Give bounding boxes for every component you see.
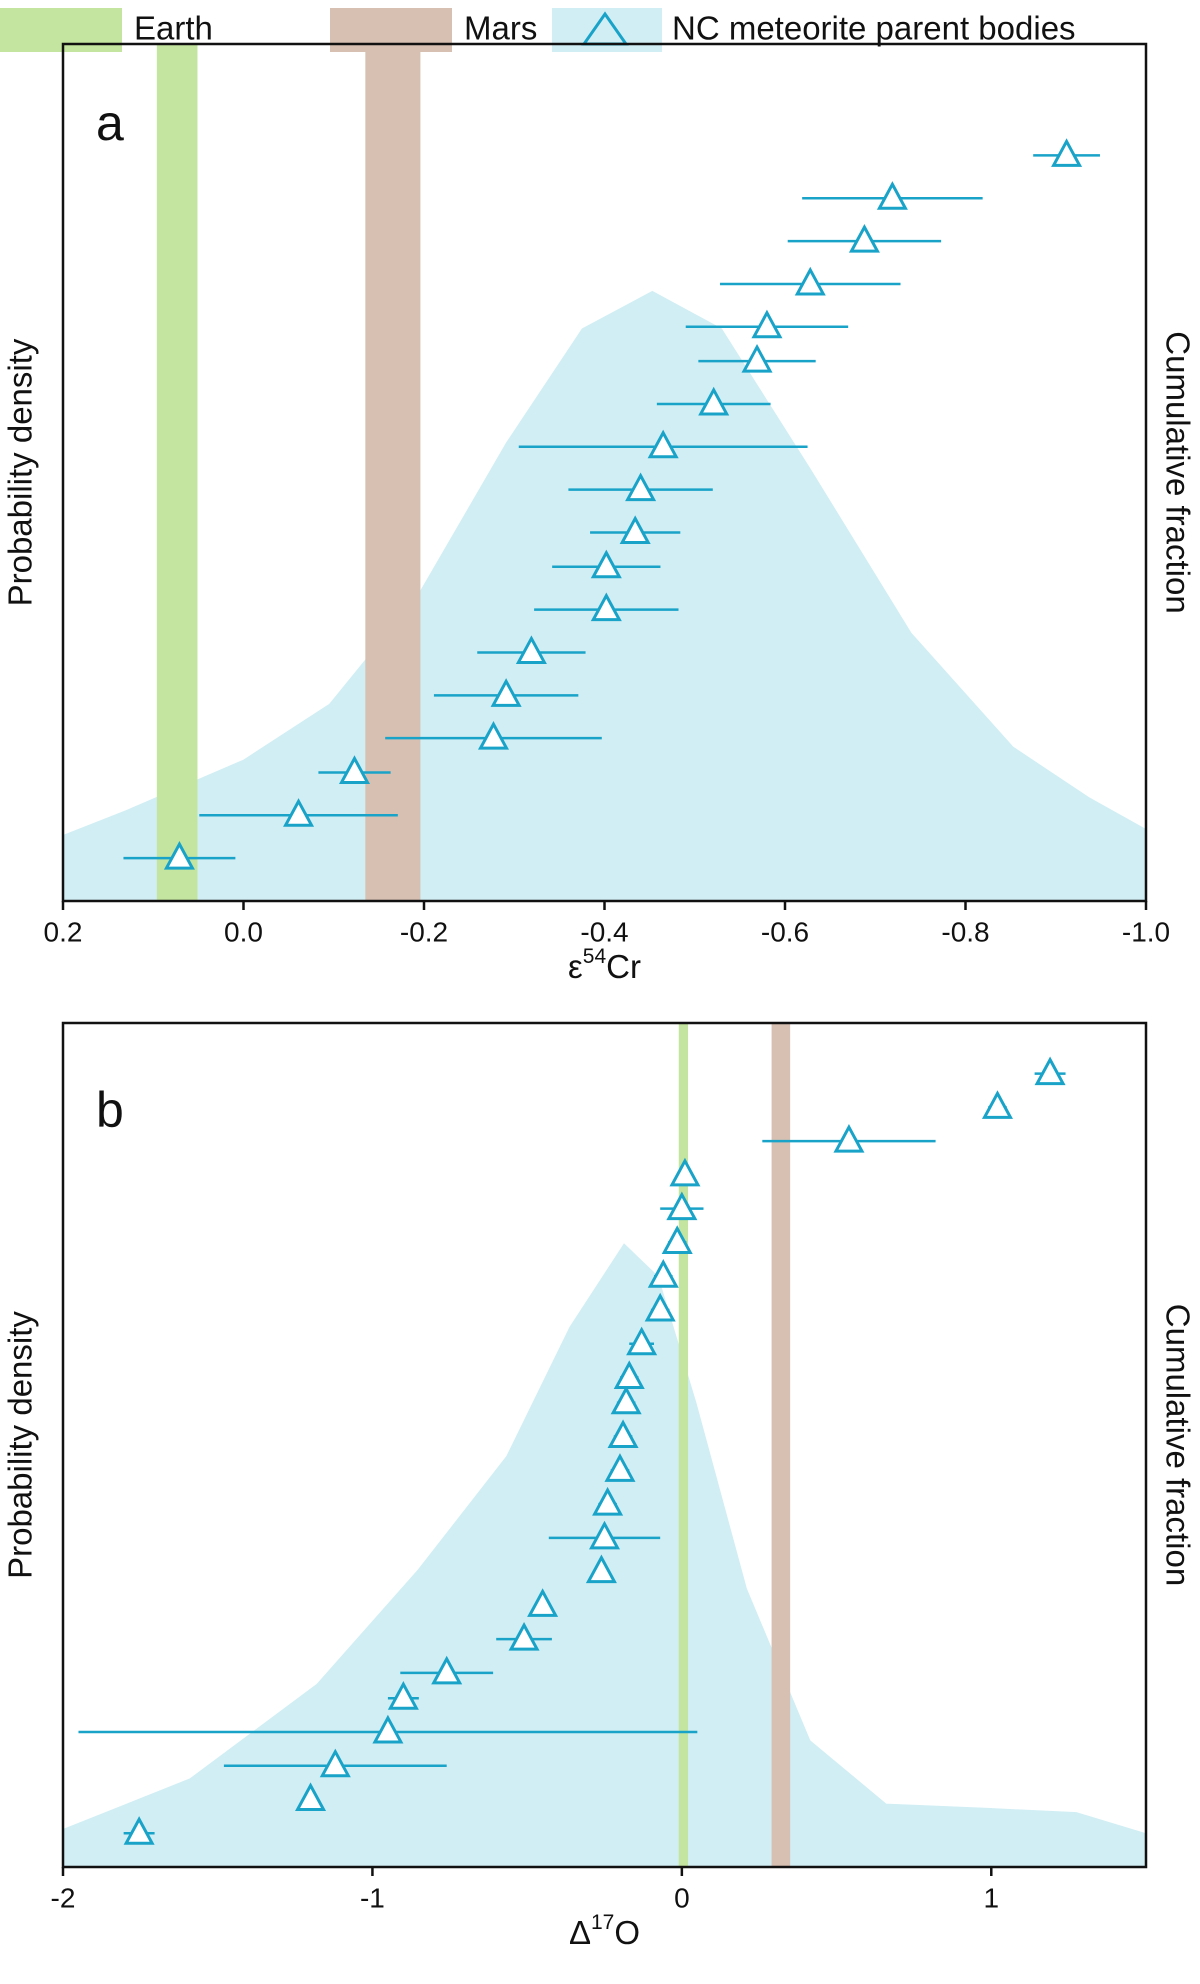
x-axis-label: Δ17O (569, 1911, 640, 1951)
x-axis-label-sup: 54 (583, 945, 607, 968)
plot-area (63, 44, 1146, 901)
data-point (295, 1782, 327, 1811)
data-point (592, 1486, 624, 1516)
data-point (625, 472, 657, 502)
x-tick-label: 0.0 (224, 916, 263, 947)
data-point (613, 1360, 645, 1389)
data-point (387, 1681, 419, 1710)
data-point (585, 1554, 617, 1584)
legend-swatch (0, 8, 122, 52)
data-point (123, 1816, 155, 1845)
legend-label: Earth (134, 10, 213, 47)
y-axis-label: Probability density (2, 1311, 39, 1579)
data-point (644, 1292, 676, 1322)
plot-frame (61, 1021, 1148, 1869)
legend-label: NC meteorite parent bodies (672, 10, 1076, 47)
data-point (607, 1419, 639, 1449)
data-point (508, 1621, 540, 1651)
x-tick-label: -0.2 (400, 916, 448, 947)
data-point (626, 1326, 658, 1356)
panel-label: a (96, 95, 124, 151)
x-tick-label: -1 (360, 1882, 385, 1913)
reference-band (771, 1023, 791, 1867)
data-point (477, 721, 510, 750)
data-point (981, 1090, 1013, 1119)
data-point (527, 1588, 559, 1617)
x-axis-label-part: Cr (606, 948, 641, 985)
data-point (372, 1714, 404, 1744)
x-axis-label: ε54Cr (568, 945, 641, 985)
data-point (588, 1520, 621, 1550)
x-tick-label: -2 (51, 1882, 76, 1913)
density-area (63, 1243, 1146, 1867)
data-point (698, 386, 730, 416)
reference-band (156, 44, 198, 901)
data-point (661, 1225, 693, 1254)
x-tick-label: 0 (674, 1882, 690, 1913)
data-point (319, 1748, 351, 1778)
data-point (1051, 138, 1083, 167)
x-axis-label-sup: 17 (591, 1911, 614, 1934)
data-point (619, 515, 651, 544)
x-axis-label-part: ε (568, 948, 583, 985)
reference-band (678, 1023, 689, 1867)
x-tick-label: -0.6 (761, 916, 809, 947)
data-point (163, 841, 195, 870)
data-point (751, 309, 783, 339)
y2-axis-label: Cumulative fraction (1159, 331, 1196, 613)
y-axis-label: Probability density (2, 338, 39, 606)
x-tick-label: -0.4 (580, 916, 628, 947)
data-point (647, 1259, 679, 1288)
data-point (669, 1157, 701, 1187)
data-point (666, 1191, 698, 1221)
reference-band (365, 44, 421, 901)
data-point (431, 1655, 463, 1685)
data-point (515, 635, 547, 664)
data-point (647, 429, 679, 459)
x-tick-label: -0.8 (941, 916, 989, 947)
data-point (610, 1385, 642, 1415)
data-point (590, 549, 622, 579)
data-point (848, 223, 880, 253)
x-axis-label-part: Δ (569, 1914, 591, 1951)
x-tick-label: -1.0 (1122, 916, 1170, 947)
data-point (490, 678, 522, 707)
legend-label: Mars (464, 10, 537, 47)
data-point (604, 1453, 636, 1482)
data-point (338, 755, 371, 784)
x-tick-label: 0.2 (44, 916, 83, 947)
data-point (794, 266, 826, 296)
data-point (590, 592, 622, 622)
plot-area (63, 1023, 1146, 1867)
x-tick-label: 1 (983, 1882, 999, 1913)
data-point (283, 798, 315, 827)
y2-axis-label: Cumulative fraction (1159, 1304, 1196, 1586)
data-point (741, 343, 773, 373)
data-point (876, 181, 908, 210)
data-point (1034, 1056, 1066, 1086)
x-axis-label-part: O (614, 1914, 640, 1951)
data-point (833, 1124, 865, 1153)
panel-label: b (96, 1082, 124, 1138)
